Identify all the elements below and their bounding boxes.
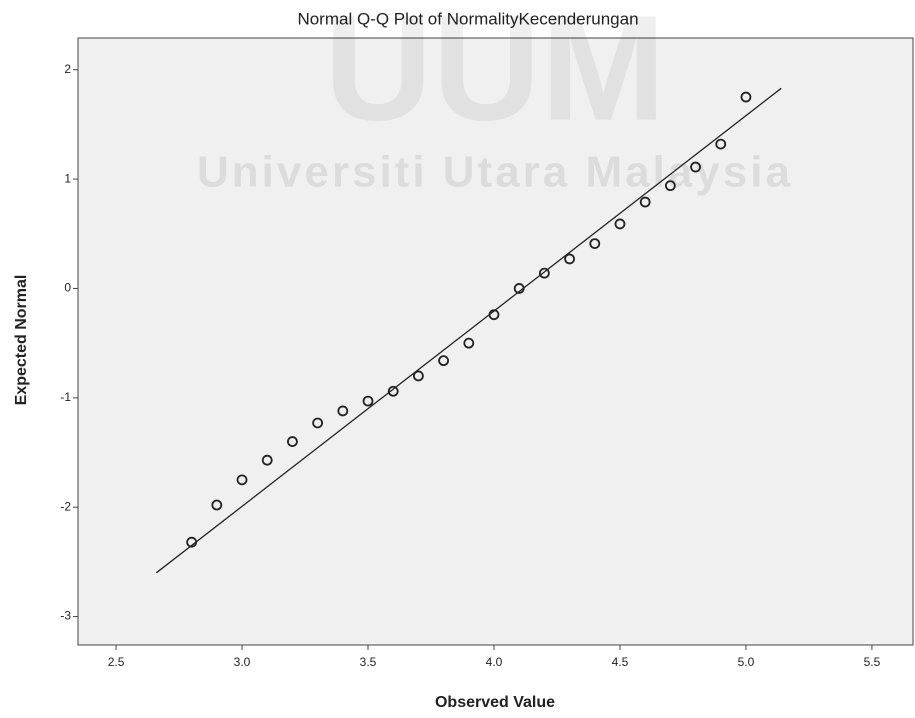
x-tick-label: 5.0 [738,655,755,669]
point [312,417,324,429]
x-tick-label: 4.0 [486,655,503,669]
chart-title: Normal Q-Q Plot of NormalityKecenderunga… [297,9,638,28]
point [211,499,223,511]
watermark: UUM [324,0,666,152]
point [362,395,374,407]
point [387,385,399,397]
point [488,309,500,321]
point [614,218,626,230]
point [538,267,550,279]
reference-line [155,87,782,574]
point [589,238,601,250]
point [287,436,298,447]
y-tick-label: 1 [64,171,71,185]
y-tick-label: -1 [60,390,71,404]
x-tick-label: 3.5 [360,655,377,669]
point [438,355,449,367]
point [664,180,676,192]
point [236,474,248,486]
watermark: Universiti Utara Malaysia [197,148,793,197]
x-axis-label: Observed Value [435,694,555,711]
point [412,370,424,382]
plot-area [77,37,914,646]
y-tick-label: 0 [64,281,71,295]
y-tick-label: -3 [60,609,71,623]
point [639,196,651,208]
x-tick-label: 5.5 [864,655,881,669]
y-tick-label: -2 [60,499,71,513]
y-tick-label: 2 [64,62,71,76]
x-tick-label: 3.0 [234,655,251,669]
point [715,138,727,150]
point [513,283,525,294]
point [690,161,701,173]
y-axis-label: Expected Normal [13,275,30,406]
point [740,91,752,103]
point [337,405,349,417]
x-tick-label: 2.5 [108,655,125,669]
x-tick-label: 4.5 [612,655,629,669]
point [261,454,273,466]
point [463,337,475,349]
point [186,536,198,548]
point [564,253,575,265]
